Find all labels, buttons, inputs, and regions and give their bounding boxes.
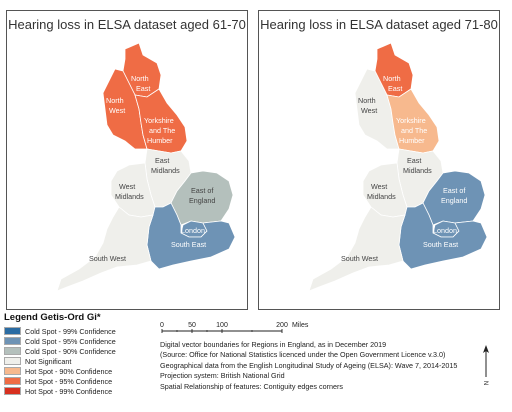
label-east-of-england: East of [443, 186, 465, 195]
region-yorkshire [386, 88, 440, 154]
label-south-west: South West [341, 254, 378, 263]
legend-item: Hot Spot - 90% Confidence [4, 366, 154, 376]
legend-swatch [4, 347, 21, 355]
map-panel-71-80: Hearing loss in ELSA dataset aged 71-80 … [258, 10, 500, 310]
label-west-midlands: West [371, 182, 387, 191]
label-east-of-england-2: England [189, 196, 215, 205]
credit-line: Projection system: British National Grid [160, 371, 285, 381]
label-yorkshire-2: and The [149, 126, 175, 135]
region-south-east [146, 202, 236, 270]
legend-swatch [4, 387, 21, 395]
label-yorkshire-2: and The [401, 126, 427, 135]
label-south-west: South West [89, 254, 126, 263]
map-credits: Digital vector boundaries for Regions in… [160, 340, 480, 392]
label-london: London [433, 226, 457, 235]
label-yorkshire: Yorkshire [144, 116, 174, 125]
label-north-west-2: West [361, 106, 377, 115]
scale-tick-label: 200 [276, 322, 288, 329]
label-north-east: North [383, 74, 401, 83]
label-south-east: South East [171, 240, 206, 249]
north-label: N [482, 381, 488, 385]
label-south-east: South East [423, 240, 458, 249]
legend-item: Cold Spot - 90% Confidence [4, 346, 154, 356]
legend-swatch [4, 337, 21, 345]
label-east-midlands-2: Midlands [403, 166, 432, 175]
label-yorkshire-3: Humber [399, 136, 425, 145]
legend-item: Cold Spot - 99% Confidence [4, 326, 154, 336]
legend-item: Hot Spot - 99% Confidence [4, 386, 154, 396]
label-west-midlands-2: Midlands [115, 192, 144, 201]
legend-label: Cold Spot - 99% Confidence [25, 326, 116, 336]
legend-item: Cold Spot - 95% Confidence [4, 336, 154, 346]
label-east-of-england: East of [191, 186, 213, 195]
credit-line: (Source: Office for National Statistics … [160, 350, 446, 360]
label-north-west: North [106, 96, 124, 105]
map-title: Hearing loss in ELSA dataset aged 71-80 [260, 17, 498, 32]
scale-bar: 0 50 100 200 Miles [158, 318, 328, 338]
legend-item: Not Significant [4, 356, 154, 366]
label-north-east-2: East [136, 84, 150, 93]
legend-swatch [4, 357, 21, 365]
england-regions-map: North East North West Yorkshire and The … [56, 42, 236, 292]
credit-line: Spatial Relationship of features: Contig… [160, 381, 343, 391]
label-yorkshire: Yorkshire [396, 116, 426, 125]
england-regions-map: North East North West Yorkshire and The … [308, 42, 488, 292]
label-north-east-2: East [388, 84, 402, 93]
label-west-midlands-2: Midlands [367, 192, 396, 201]
region-south-east [398, 202, 488, 270]
label-yorkshire-3: Humber [147, 136, 173, 145]
legend-swatch [4, 377, 21, 385]
credit-line: Geographical data from the English Longi… [160, 360, 458, 370]
label-london: London [181, 226, 205, 235]
legend-label: Hot Spot - 95% Confidence [25, 376, 113, 386]
legend-item: Hot Spot - 95% Confidence [4, 376, 154, 386]
label-north-west: North [358, 96, 376, 105]
scale-tick-label: 100 [216, 322, 228, 329]
legend-label: Hot Spot - 90% Confidence [25, 366, 113, 376]
legend-swatch [4, 327, 21, 335]
scale-bar-graphic: 0 50 100 200 Miles [160, 322, 309, 333]
north-arrow-icon: N [482, 345, 489, 385]
legend-title: Legend Getis-Ord Gi* [4, 312, 101, 323]
legend-swatch [4, 367, 21, 375]
scale-tick-label: 0 [160, 322, 164, 329]
label-east-midlands: East [155, 156, 169, 165]
label-east-of-england-2: England [441, 196, 467, 205]
label-north-west-2: West [109, 106, 125, 115]
label-west-midlands: West [119, 182, 135, 191]
label-north-east: North [131, 74, 149, 83]
scale-unit: Miles [292, 322, 309, 329]
legend-label: Not Significant [25, 356, 72, 366]
region-south-west [56, 206, 154, 292]
region-south-west [308, 206, 406, 292]
map-title: Hearing loss in ELSA dataset aged 61-70 [8, 17, 246, 32]
region-yorkshire [134, 88, 188, 154]
credit-line: Digital vector boundaries for Regions in… [160, 340, 387, 349]
scale-tick-label: 50 [188, 322, 196, 329]
legend-label: Cold Spot - 90% Confidence [25, 346, 116, 356]
legend-label: Cold Spot - 95% Confidence [25, 336, 116, 346]
label-east-midlands: East [407, 156, 421, 165]
legend: Legend Getis-Ord Gi* Cold Spot - 99% Con… [4, 312, 154, 396]
legend-label: Hot Spot - 99% Confidence [25, 386, 113, 396]
map-panel-61-70: Hearing loss in ELSA dataset aged 61-70 … [6, 10, 248, 310]
label-east-midlands-2: Midlands [151, 166, 180, 175]
